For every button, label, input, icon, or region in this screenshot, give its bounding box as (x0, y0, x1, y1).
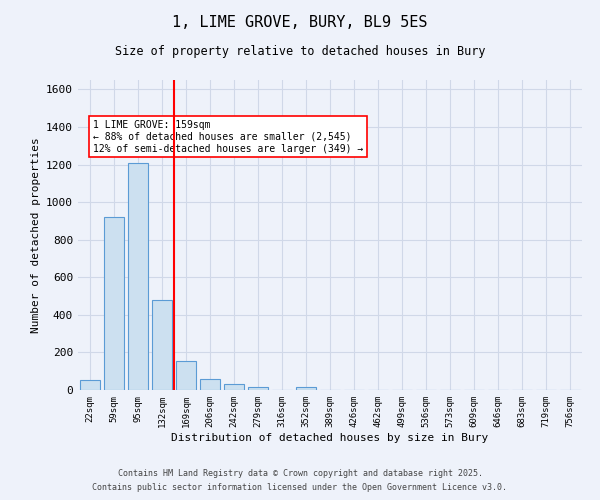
Bar (200, 378, 220, 390)
Text: Contains public sector information licensed under the Open Government Licence v3: Contains public sector information licen… (92, 484, 508, 492)
Bar (224, 384, 244, 390)
Bar (80, 380, 100, 390)
Text: Contains HM Land Registry data © Crown copyright and database right 2025.: Contains HM Land Registry data © Crown c… (118, 468, 482, 477)
Bar (152, 300, 172, 390)
Bar (296, 387, 316, 390)
Bar (104, 217, 124, 390)
Bar (248, 387, 268, 390)
Text: Size of property relative to detached houses in Bury: Size of property relative to detached ho… (115, 45, 485, 58)
Y-axis label: Number of detached properties: Number of detached properties (31, 137, 41, 333)
Bar (176, 361, 196, 390)
Bar (128, 162, 148, 390)
Text: 1 LIME GROVE: 159sqm
← 88% of detached houses are smaller (2,545)
12% of semi-de: 1 LIME GROVE: 159sqm ← 88% of detached h… (93, 120, 364, 154)
Text: 1, LIME GROVE, BURY, BL9 5ES: 1, LIME GROVE, BURY, BL9 5ES (172, 15, 428, 30)
X-axis label: Distribution of detached houses by size in Bury: Distribution of detached houses by size … (172, 432, 488, 442)
